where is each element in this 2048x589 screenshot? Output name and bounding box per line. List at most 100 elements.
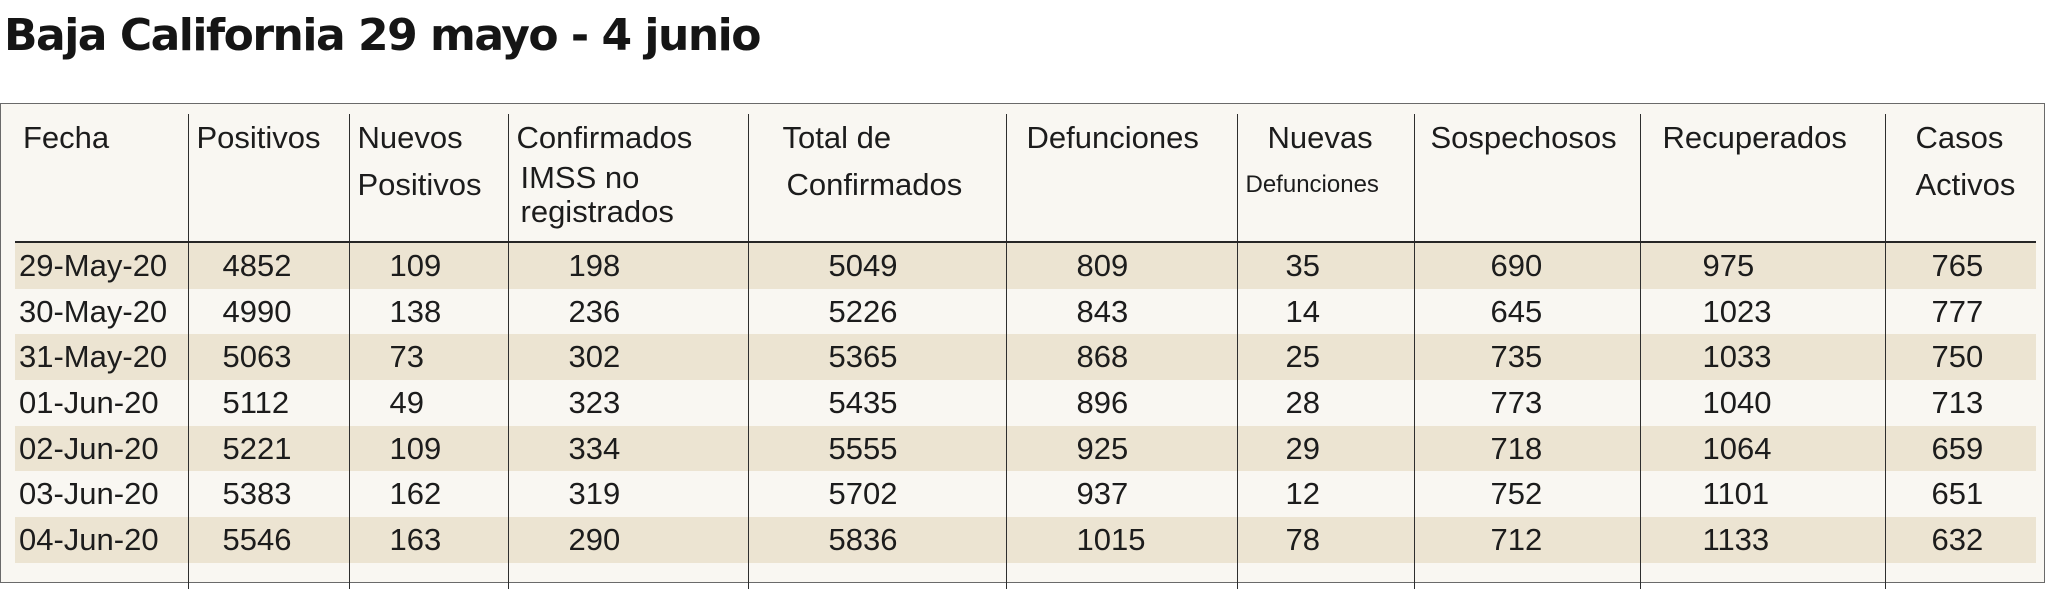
header-confirmados-imss-line1: Confirmados <box>516 120 693 155</box>
cell-nuevas-defunciones: 25 <box>1237 334 1415 381</box>
cell-defunciones: 925 <box>1006 425 1238 472</box>
header-recuperados-label: Recuperados <box>1662 120 1847 155</box>
cell-sospechosos: 645 <box>1414 288 1641 335</box>
cell-total-confirmados: 5365 <box>748 334 1007 381</box>
cell-positivos: 5063 <box>188 334 350 381</box>
spacer-cell <box>1006 562 1238 589</box>
header-sospechosos: Sospechosos <box>1414 114 1641 243</box>
header-nuevas-defunciones-line2: Defunciones <box>1245 171 1379 198</box>
header-casos-activos: Casos Activos <box>1885 114 2036 243</box>
cell-nuevas-defunciones: 78 <box>1237 517 1415 563</box>
table-row: 03-Jun-20 5383 162 319 5702 937 12 752 1101 651 <box>15 471 2036 518</box>
cell-casos-activos: 713 <box>1885 380 2036 426</box>
cell-nuevas-defunciones: 29 <box>1237 425 1415 472</box>
table-row: 04-Jun-20 5546 163 290 5836 1015 78 712 1133 632 <box>15 517 2036 563</box>
header-recuperados: Recuperados <box>1640 114 1886 243</box>
cell-nuevos-positivos: 163 <box>349 517 509 563</box>
cell-casos-activos: 659 <box>1885 425 2036 472</box>
cell-total-confirmados: 5435 <box>748 380 1007 426</box>
cell-recuperados: 1040 <box>1640 380 1886 426</box>
table-row: 29-May-20 4852 109 198 5049 809 35 690 975 765 <box>15 242 2036 289</box>
cell-fecha: 01-Jun-20 <box>15 380 189 426</box>
cell-nuevas-defunciones: 14 <box>1237 288 1415 335</box>
header-total-confirmados-line2: Confirmados <box>786 167 963 202</box>
cell-defunciones: 937 <box>1006 471 1238 518</box>
header-defunciones-label: Defunciones <box>1026 120 1199 155</box>
cell-sospechosos: 718 <box>1414 425 1641 472</box>
spacer-cell <box>508 562 749 589</box>
cell-defunciones: 809 <box>1006 242 1238 289</box>
cell-casos-activos: 651 <box>1885 471 2036 518</box>
table-spacer-row <box>15 562 2036 589</box>
cell-recuperados: 1133 <box>1640 517 1886 563</box>
spacer-cell <box>1414 562 1641 589</box>
cell-confirmados-imss: 319 <box>508 471 749 518</box>
cell-sospechosos: 690 <box>1414 242 1641 289</box>
header-defunciones: Defunciones <box>1006 114 1238 243</box>
spacer-cell <box>15 562 189 589</box>
header-confirmados-imss: Confirmados IMSS no registrados <box>508 114 749 243</box>
cell-confirmados-imss: 323 <box>508 380 749 426</box>
cell-fecha: 31-May-20 <box>15 334 189 381</box>
cell-nuevos-positivos: 73 <box>349 334 509 381</box>
header-casos-activos-line1: Casos <box>1915 120 2004 155</box>
cell-total-confirmados: 5226 <box>748 288 1007 335</box>
header-total-confirmados: Total de Confirmados <box>748 114 1007 243</box>
spacer-cell <box>188 562 350 589</box>
cell-recuperados: 1101 <box>1640 471 1886 518</box>
cell-positivos: 5383 <box>188 471 350 518</box>
header-fecha-label: Fecha <box>23 120 110 155</box>
cell-nuevas-defunciones: 28 <box>1237 380 1415 426</box>
header-confirmados-imss-line2: IMSS no <box>520 160 640 195</box>
header-confirmados-imss-line3: registrados <box>520 194 674 229</box>
header-nuevas-defunciones: Nuevas Defunciones <box>1237 114 1415 243</box>
table-row: 01-Jun-20 5112 49 323 5435 896 28 773 1040 713 <box>15 380 2036 426</box>
cell-casos-activos: 750 <box>1885 334 2036 381</box>
cell-positivos: 5221 <box>188 425 350 472</box>
cell-positivos: 5546 <box>188 517 350 563</box>
page-title: Baja California 29 mayo - 4 junio <box>4 10 761 61</box>
cell-confirmados-imss: 290 <box>508 517 749 563</box>
cell-total-confirmados: 5836 <box>748 517 1007 563</box>
cell-fecha: 29-May-20 <box>15 242 189 289</box>
spacer-cell <box>1640 562 1886 589</box>
cell-nuevos-positivos: 138 <box>349 288 509 335</box>
cell-fecha: 30-May-20 <box>15 288 189 335</box>
cell-sospechosos: 773 <box>1414 380 1641 426</box>
header-casos-activos-line2: Activos <box>1915 167 2016 202</box>
cell-total-confirmados: 5555 <box>748 425 1007 472</box>
cell-recuperados: 1023 <box>1640 288 1886 335</box>
cell-nuevos-positivos: 109 <box>349 425 509 472</box>
cell-positivos: 5112 <box>188 380 350 426</box>
cell-sospechosos: 735 <box>1414 334 1641 381</box>
cell-confirmados-imss: 198 <box>508 242 749 289</box>
cell-recuperados: 1064 <box>1640 425 1886 472</box>
data-table-panel: Fecha Positivos Nuevos Positivos Confirm… <box>0 103 2045 589</box>
header-total-confirmados-line1: Total de <box>782 120 892 155</box>
cell-confirmados-imss: 334 <box>508 425 749 472</box>
table-body: 29-May-20 4852 109 198 5049 809 35 690 975 765 30-… <box>15 242 2036 589</box>
cell-recuperados: 1033 <box>1640 334 1886 381</box>
cell-confirmados-imss: 236 <box>508 288 749 335</box>
header-positivos: Positivos <box>188 114 350 243</box>
spacer-cell <box>1885 563 2036 589</box>
cell-total-confirmados: 5702 <box>748 471 1007 518</box>
header-nuevos-positivos: Nuevos Positivos <box>349 114 509 243</box>
cell-fecha: 04-Jun-20 <box>15 517 189 563</box>
cell-sospechosos: 712 <box>1414 517 1641 563</box>
spacer-cell <box>349 562 509 589</box>
cell-casos-activos: 765 <box>1885 242 2036 289</box>
cell-positivos: 4852 <box>188 242 350 289</box>
cell-confirmados-imss: 302 <box>508 334 749 381</box>
cell-nuevos-positivos: 109 <box>349 242 509 289</box>
cell-sospechosos: 752 <box>1414 471 1641 518</box>
spacer-cell <box>1237 562 1415 589</box>
cell-fecha: 03-Jun-20 <box>15 471 189 518</box>
spacer-cell <box>748 562 1007 589</box>
cell-casos-activos: 632 <box>1885 517 2036 563</box>
cell-nuevos-positivos: 162 <box>349 471 509 518</box>
cell-nuevas-defunciones: 35 <box>1237 242 1415 289</box>
cell-casos-activos: 777 <box>1885 288 2036 335</box>
cell-defunciones: 843 <box>1006 288 1238 335</box>
cell-nuevos-positivos: 49 <box>349 380 509 426</box>
